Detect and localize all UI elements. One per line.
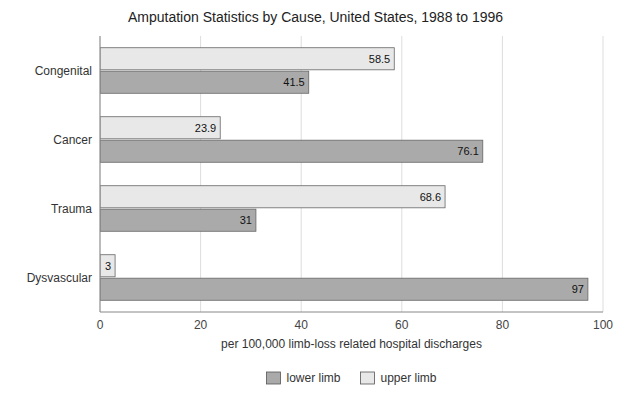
y-tick-label: Trauma [51, 202, 92, 216]
bars [100, 48, 588, 301]
y-axis-line [100, 36, 101, 312]
data-label: 41.5 [283, 76, 304, 88]
bar [100, 255, 115, 277]
grid-line [401, 36, 402, 312]
bar [100, 71, 309, 93]
chart-container: Amputation Statistics by Cause, United S… [0, 0, 631, 400]
legend-label: lower limb [286, 371, 340, 385]
y-tick-label: Dysvascular [27, 271, 92, 285]
x-tick-label: 20 [194, 318, 208, 332]
x-tick-label: 100 [593, 318, 613, 332]
grid-line [100, 36, 101, 312]
data-label: 97 [572, 283, 584, 295]
x-axis-label: per 100,000 limb-loss related hospital d… [221, 337, 482, 351]
y-tick-label: Congenital [35, 64, 92, 78]
grid [100, 36, 603, 312]
x-tick-label: 80 [496, 318, 510, 332]
grid-line [502, 36, 503, 312]
x-axis-line [100, 312, 603, 313]
x-tick-label: 0 [97, 318, 104, 332]
bar [100, 209, 256, 231]
chart-svg: Amputation Statistics by Cause, United S… [0, 0, 631, 400]
data-label: 3 [105, 260, 111, 272]
legend-swatch [266, 372, 280, 384]
x-tick-label: 60 [395, 318, 409, 332]
bar [100, 278, 588, 300]
legend-label: upper limb [380, 371, 436, 385]
bar [100, 186, 445, 208]
bar [100, 140, 483, 162]
bar [100, 48, 394, 70]
y-tick-label: Cancer [53, 133, 92, 147]
data-labels: 97 31 76.1 41.5 3 68.6 23.9 58.5 [105, 53, 584, 295]
grid-line [603, 36, 604, 312]
bar [100, 117, 220, 139]
x-tick-label: 40 [295, 318, 309, 332]
legend: lower limb upper limb [266, 371, 436, 385]
legend-swatch [360, 372, 374, 384]
chart-title: Amputation Statistics by Cause, United S… [128, 9, 503, 25]
data-label: 68.6 [420, 191, 441, 203]
data-label: 31 [240, 214, 252, 226]
data-label: 76.1 [457, 145, 478, 157]
data-label: 23.9 [195, 122, 216, 134]
data-label: 58.5 [369, 53, 390, 65]
